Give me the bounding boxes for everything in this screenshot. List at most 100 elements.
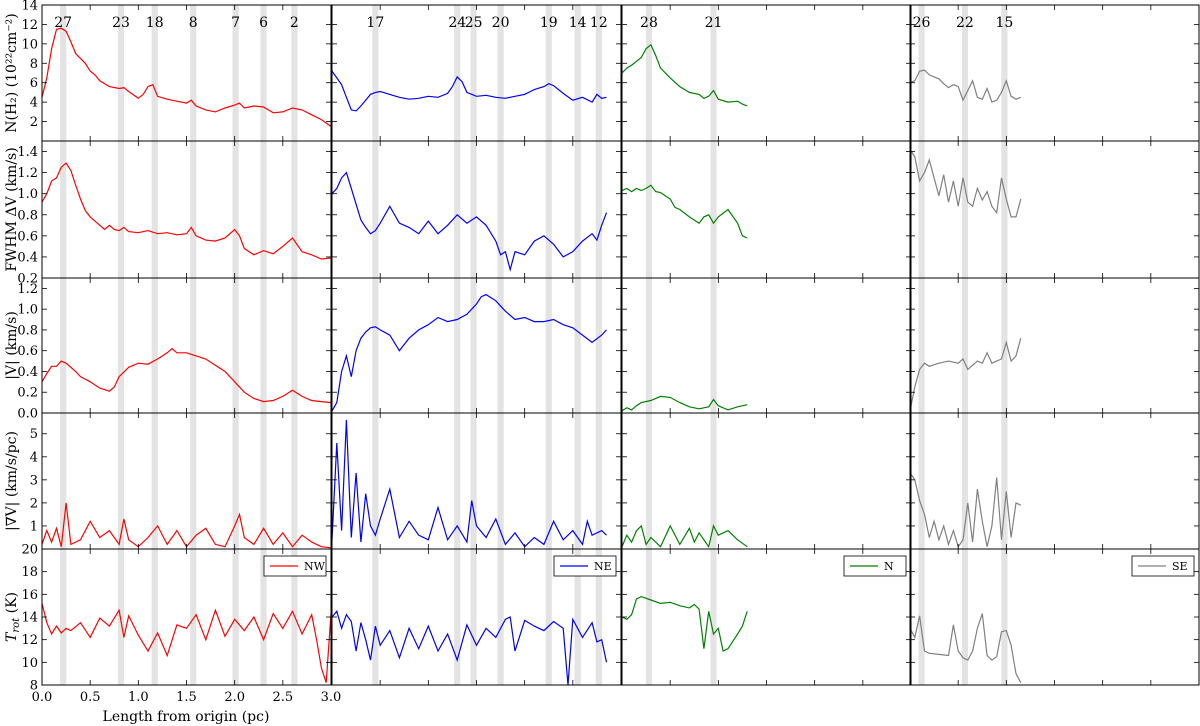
highlight-band-15 [1001,413,1008,549]
highlight-band-25 [470,278,477,413]
highlight-band-18 [151,5,158,141]
filament-id-12: 12 [590,15,608,31]
highlight-band-12 [595,413,602,549]
n-vel-line [622,395,748,412]
highlight-band-17 [372,5,379,141]
y-tick-label: 8 [30,679,38,694]
highlight-band-22 [961,278,968,413]
highlight-band-6 [260,549,267,685]
highlight-band-17 [372,413,379,549]
panel-frame [909,412,1200,550]
legend-layer: NW NE N SE [263,555,1195,577]
y-tick-label: 0.8 [17,208,38,223]
y-tick-label: 1.0 [17,303,38,318]
y-axis-label-fwhm: FWHM ΔV (km/s) [4,147,20,271]
highlight-band-12 [595,278,602,413]
highlight-band-22 [961,413,968,549]
filament-id-26: 26 [913,15,931,31]
highlight-band-19 [545,5,552,141]
y-tick-label: 0.4 [17,250,38,265]
y-tick-label: 14 [21,0,38,14]
panel-frames-layer [41,4,1200,686]
highlight-band-23 [117,549,125,685]
highlight-band-17 [372,278,379,413]
panel-frame [41,412,332,550]
y-tick-label: 4 [30,450,38,465]
y-axis-label-vel: |V| (km/s) [4,311,20,380]
filament-id-17: 17 [366,15,384,31]
highlight-band-17 [372,549,379,685]
filament-id-18: 18 [146,15,164,31]
y-tick-label: 1 [30,519,38,534]
ne-fwhm-line [332,171,608,272]
y-axis-label-nh2: N(H₂) (10²²cm⁻²) [4,13,20,133]
n-fwhm-line [622,184,748,239]
highlight-band-26 [918,413,925,549]
y-tick-label: 1.0 [17,187,38,202]
highlight-band-20 [497,141,504,278]
highlight-band-19 [545,278,552,413]
filament-id-8: 8 [189,15,198,31]
x-tick-label: 2.0 [224,690,245,705]
highlight-band-28 [645,278,653,413]
se-vel-line [910,338,1022,412]
y-tick-label: 1.4 [17,145,38,160]
panel-frame [909,140,1200,279]
highlight-band-6 [260,413,267,549]
filament-id-7: 7 [231,15,240,31]
highlight-band-24 [454,413,461,549]
highlight-band-14 [574,141,581,278]
panel-frame [909,4,1200,142]
highlight-band-14 [574,5,581,141]
x-tick-label: 0.5 [80,690,101,705]
highlight-band-24 [454,549,461,685]
y-tick-label: 6 [30,76,38,91]
y-tick-label: 12 [21,633,38,648]
highlight-band-21 [710,141,717,278]
nw-vel-line [42,347,331,404]
filament-id-20: 20 [492,15,510,31]
highlight-band-21 [710,5,717,141]
filament-id-25: 25 [465,15,483,31]
y-axis-label-grad: |∇V| (km/s/pc) [4,431,20,531]
filament-id-14: 14 [569,15,587,31]
y-tick-label: 14 [21,611,38,626]
nw-fwhm-line [42,162,331,260]
panel-frame [621,412,912,550]
highlight-band-20 [497,413,504,549]
ne-vel-line [332,293,607,412]
highlight-band-25 [470,413,477,549]
highlight-band-28 [645,5,653,141]
highlight-band-26 [918,549,925,685]
y-tick-label: 4 [30,96,38,111]
highlight-band-6 [260,278,267,413]
filament-id-2: 2 [290,15,299,31]
highlight-band-18 [151,141,158,278]
highlight-band-27 [60,278,67,413]
nw-trot-line [42,603,331,683]
highlight-band-20 [497,5,504,141]
panel-frame [621,140,912,279]
se-fwhm-line [910,149,1022,218]
x-tick-label: 1.5 [176,690,197,705]
highlight-band-19 [545,413,552,549]
highlight-band-15 [1001,549,1008,685]
highlight-band-25 [470,5,477,141]
highlight-band-12 [595,141,602,278]
y-tick-label: 0.0 [17,407,38,422]
nw-grad-line [42,502,331,549]
highlight-band-27 [60,5,67,141]
highlight-band-14 [574,278,581,413]
y-tick-label: 0.2 [17,272,38,287]
filament-id-23: 23 [112,15,130,31]
highlight-band-18 [151,413,158,549]
y-tick-label: 3 [30,473,38,488]
filament-id-27: 27 [54,15,72,31]
y-tick-label: 10 [21,37,38,52]
highlight-band-8 [190,5,197,141]
legend-label-n: N [884,560,894,573]
y-tick-label: 12 [21,18,38,33]
y-tick-label: 5 [30,427,38,442]
